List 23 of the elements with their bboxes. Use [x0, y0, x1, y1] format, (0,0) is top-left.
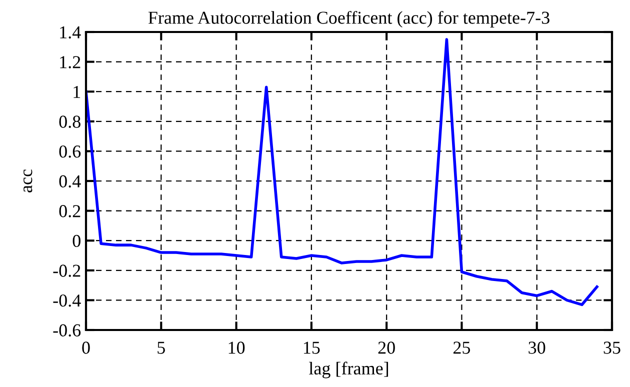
y-tick-label: 0.2: [59, 205, 80, 218]
x-tick-label: 15: [304, 342, 320, 354]
y-tick-label: 1.4: [60, 26, 81, 39]
y-tick-label: 1.2: [60, 56, 80, 68]
x-tick-label: 30: [528, 342, 546, 354]
y-tick-label: 0.4: [59, 175, 81, 188]
y-tick-label: -0.4: [53, 294, 81, 307]
x-axis-title: lag [frame]: [309, 362, 388, 378]
chart-title: Frame Autocorrelation Coefficent (acc) for tempete-7-3: [148, 10, 550, 28]
x-tick-label: 0: [82, 342, 90, 354]
y-axis-title: acc: [24, 170, 32, 192]
y-tick-label: -0.6: [53, 324, 81, 337]
x-tick-label: 25: [453, 342, 470, 354]
y-tick-label: -0.2: [53, 264, 80, 277]
x-tick-label: 35: [604, 342, 620, 354]
x-tick-label: 5: [158, 342, 165, 354]
y-tick-label: 0.6: [59, 145, 81, 158]
x-tick-label: 10: [228, 342, 245, 354]
y-tick-label: 1: [74, 86, 80, 98]
y-tick-label: 0: [72, 234, 80, 248]
y-tick-label: 0.8: [59, 116, 80, 128]
line-series: [86, 38, 598, 306]
x-tick-label: 20: [378, 342, 395, 354]
